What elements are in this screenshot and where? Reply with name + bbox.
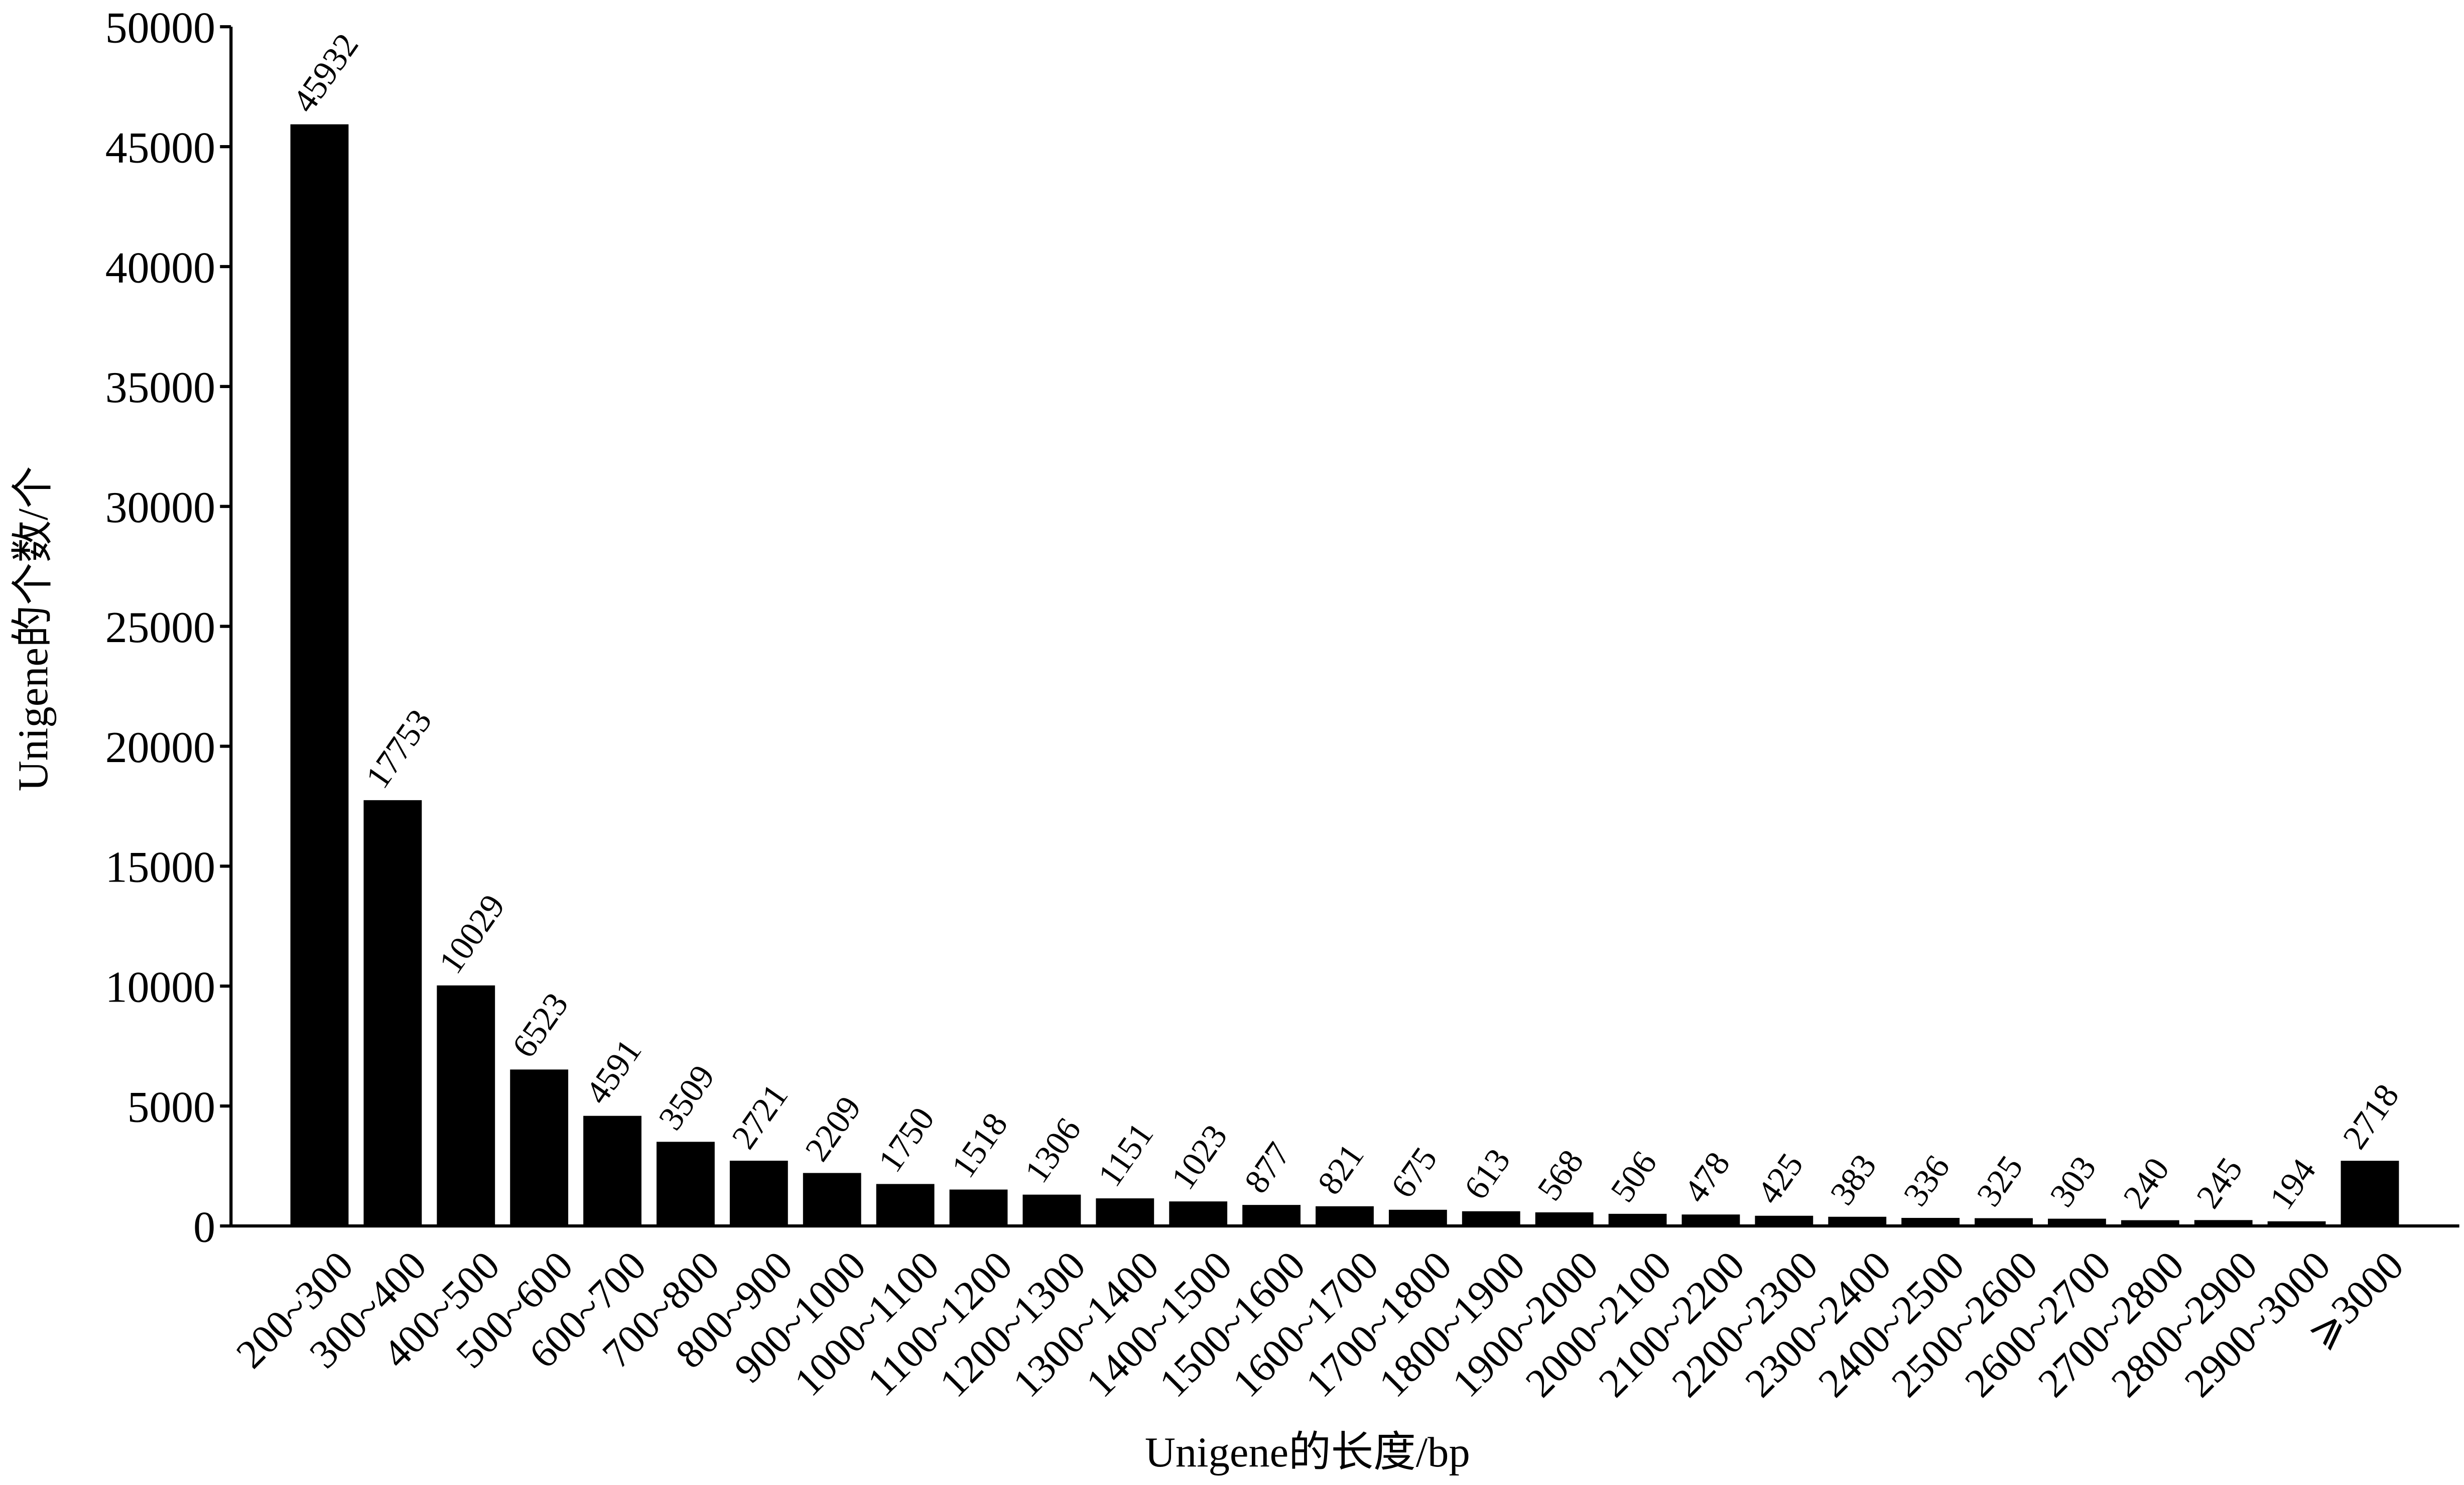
value-label: 303 — [2042, 1149, 2104, 1213]
value-label: 568 — [1530, 1143, 1591, 1207]
bar — [1388, 1209, 1447, 1226]
bar — [1975, 1218, 2033, 1226]
bar — [1535, 1212, 1594, 1226]
bar — [1169, 1201, 1228, 1226]
bar — [1316, 1206, 1374, 1226]
bar — [729, 1161, 788, 1226]
bar — [2047, 1218, 2106, 1226]
value-label: 2721 — [724, 1077, 795, 1155]
value-label: 45932 — [285, 27, 366, 119]
bar — [1462, 1211, 1520, 1226]
value-label: 3509 — [651, 1058, 722, 1137]
bar — [1096, 1198, 1154, 1226]
bar — [2267, 1221, 2326, 1226]
y-tick-label: 5000 — [127, 1082, 215, 1131]
value-label: 425 — [1750, 1146, 1811, 1210]
bar — [1828, 1216, 1887, 1226]
bar — [1608, 1213, 1667, 1226]
value-label: 10029 — [432, 888, 512, 980]
bar — [2121, 1220, 2179, 1226]
y-tick-label: 20000 — [105, 723, 215, 772]
value-label: 4591 — [578, 1032, 649, 1110]
value-label: 240 — [2116, 1151, 2177, 1215]
y-axis-label: Unigene的个数/个 — [10, 466, 57, 791]
bar — [803, 1173, 861, 1226]
value-label: 478 — [1676, 1145, 1738, 1209]
bar — [657, 1142, 715, 1226]
value-label: 383 — [1823, 1147, 1884, 1211]
value-label: 1023 — [1163, 1118, 1234, 1196]
bar — [1242, 1205, 1301, 1226]
y-tick-label: 25000 — [105, 603, 215, 652]
y-tick-label: 40000 — [105, 243, 215, 292]
bar — [1681, 1214, 1740, 1226]
bar — [363, 800, 422, 1226]
value-label: 194 — [2262, 1152, 2323, 1216]
y-tick-label: 45000 — [105, 123, 215, 172]
bar — [583, 1116, 641, 1226]
value-label: 17753 — [358, 702, 439, 795]
y-tick-label: 10000 — [105, 963, 215, 1012]
bar — [2341, 1161, 2399, 1226]
value-label: 506 — [1603, 1144, 1664, 1208]
bar — [510, 1069, 569, 1226]
y-tick-label: 0 — [193, 1202, 215, 1251]
y-tick-label: 30000 — [105, 483, 215, 532]
y-tick-label: 15000 — [105, 843, 215, 892]
bar — [1022, 1194, 1081, 1226]
value-label: 336 — [1896, 1149, 1957, 1213]
value-label: 1750 — [871, 1100, 942, 1179]
bar — [1755, 1215, 1813, 1226]
value-label: 2209 — [798, 1089, 868, 1168]
value-label: 877 — [1237, 1136, 1298, 1200]
bar — [290, 124, 349, 1226]
x-axis-label: Unigene的长度/bp — [1145, 1429, 1470, 1476]
value-label: 245 — [2189, 1151, 2250, 1215]
value-label: 1151 — [1091, 1116, 1161, 1193]
value-label: 821 — [1310, 1137, 1371, 1201]
bar — [437, 985, 495, 1226]
bar — [1901, 1217, 1960, 1226]
bar — [876, 1184, 935, 1226]
value-label: 325 — [1969, 1149, 2030, 1213]
value-label: 2718 — [2336, 1077, 2406, 1156]
value-label: 6523 — [504, 986, 575, 1064]
y-tick-label: 50000 — [105, 4, 215, 52]
value-label: 675 — [1383, 1140, 1445, 1204]
value-label: 1518 — [944, 1106, 1015, 1184]
y-tick-label: 35000 — [105, 363, 215, 412]
value-label: 613 — [1457, 1142, 1518, 1206]
bar — [949, 1189, 1008, 1226]
value-label: 1306 — [1017, 1111, 1088, 1189]
bar — [2194, 1220, 2253, 1226]
